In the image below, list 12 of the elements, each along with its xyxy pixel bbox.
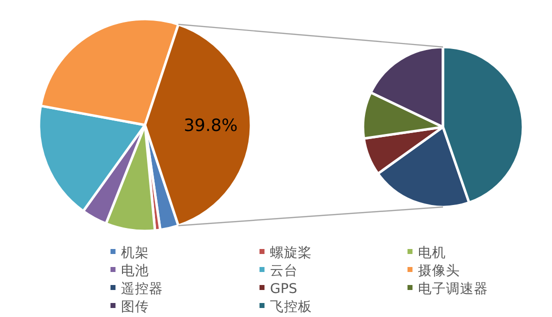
legend-label: 螺旋桨 [270,245,312,261]
legend-label: 摄像头 [418,263,460,279]
data-label: 39.8% [184,116,238,136]
legend-label: 图传 [121,299,149,315]
legend-label: 电子调速器 [418,281,488,297]
legend-label: 电机 [418,245,446,261]
legend-label: 电池 [121,263,149,279]
legend-label: GPS [270,281,298,297]
legend-label: 遥控器 [121,281,163,297]
legend-label: 云台 [270,263,298,279]
legend-label: 机架 [121,245,149,261]
legend-label: 飞控板 [270,299,312,315]
